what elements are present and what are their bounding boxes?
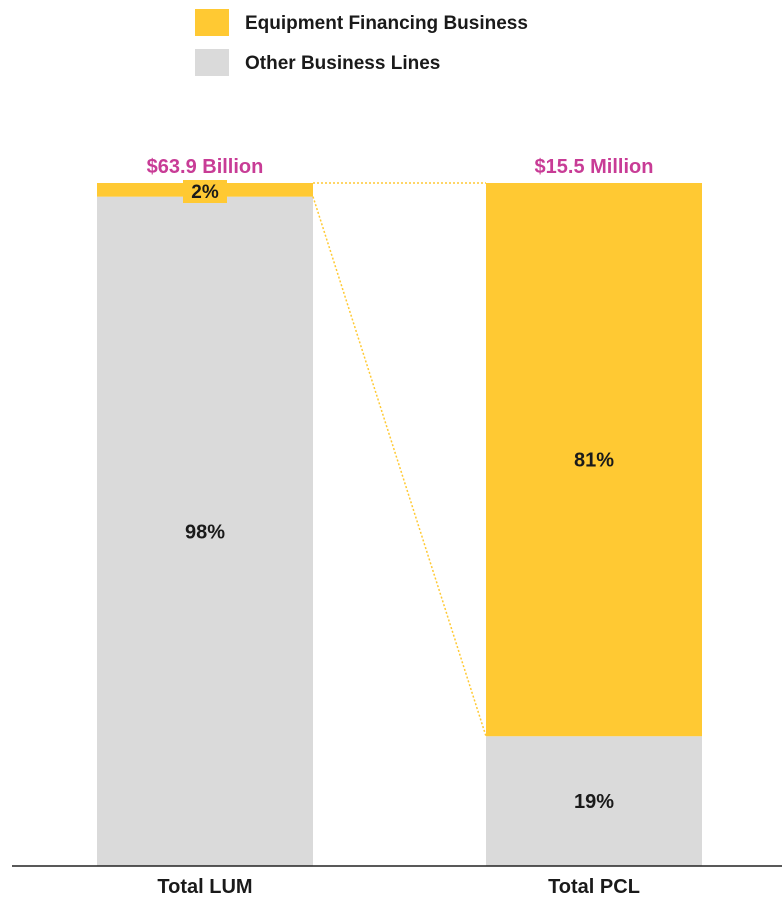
total-label: $15.5 Million — [535, 156, 654, 178]
bar-segment — [486, 736, 702, 866]
category-label: Total LUM — [157, 876, 252, 898]
category-label: Total PCL — [548, 876, 640, 898]
data-label: 19% — [574, 791, 614, 813]
total-label: $63.9 Billion — [147, 156, 264, 178]
legend-swatch — [195, 49, 229, 76]
bar-segment — [97, 196, 313, 866]
connector-line-bottom — [312, 196, 487, 737]
legend-label: Equipment Financing Business — [245, 13, 528, 34]
legend-swatch — [195, 9, 229, 36]
data-label: 98% — [185, 521, 225, 543]
data-label: 81% — [574, 450, 614, 472]
data-label: 2% — [191, 182, 219, 203]
legend-label: Other Business Lines — [245, 53, 440, 74]
data-label-box — [183, 180, 227, 203]
bar-segment — [486, 183, 702, 737]
